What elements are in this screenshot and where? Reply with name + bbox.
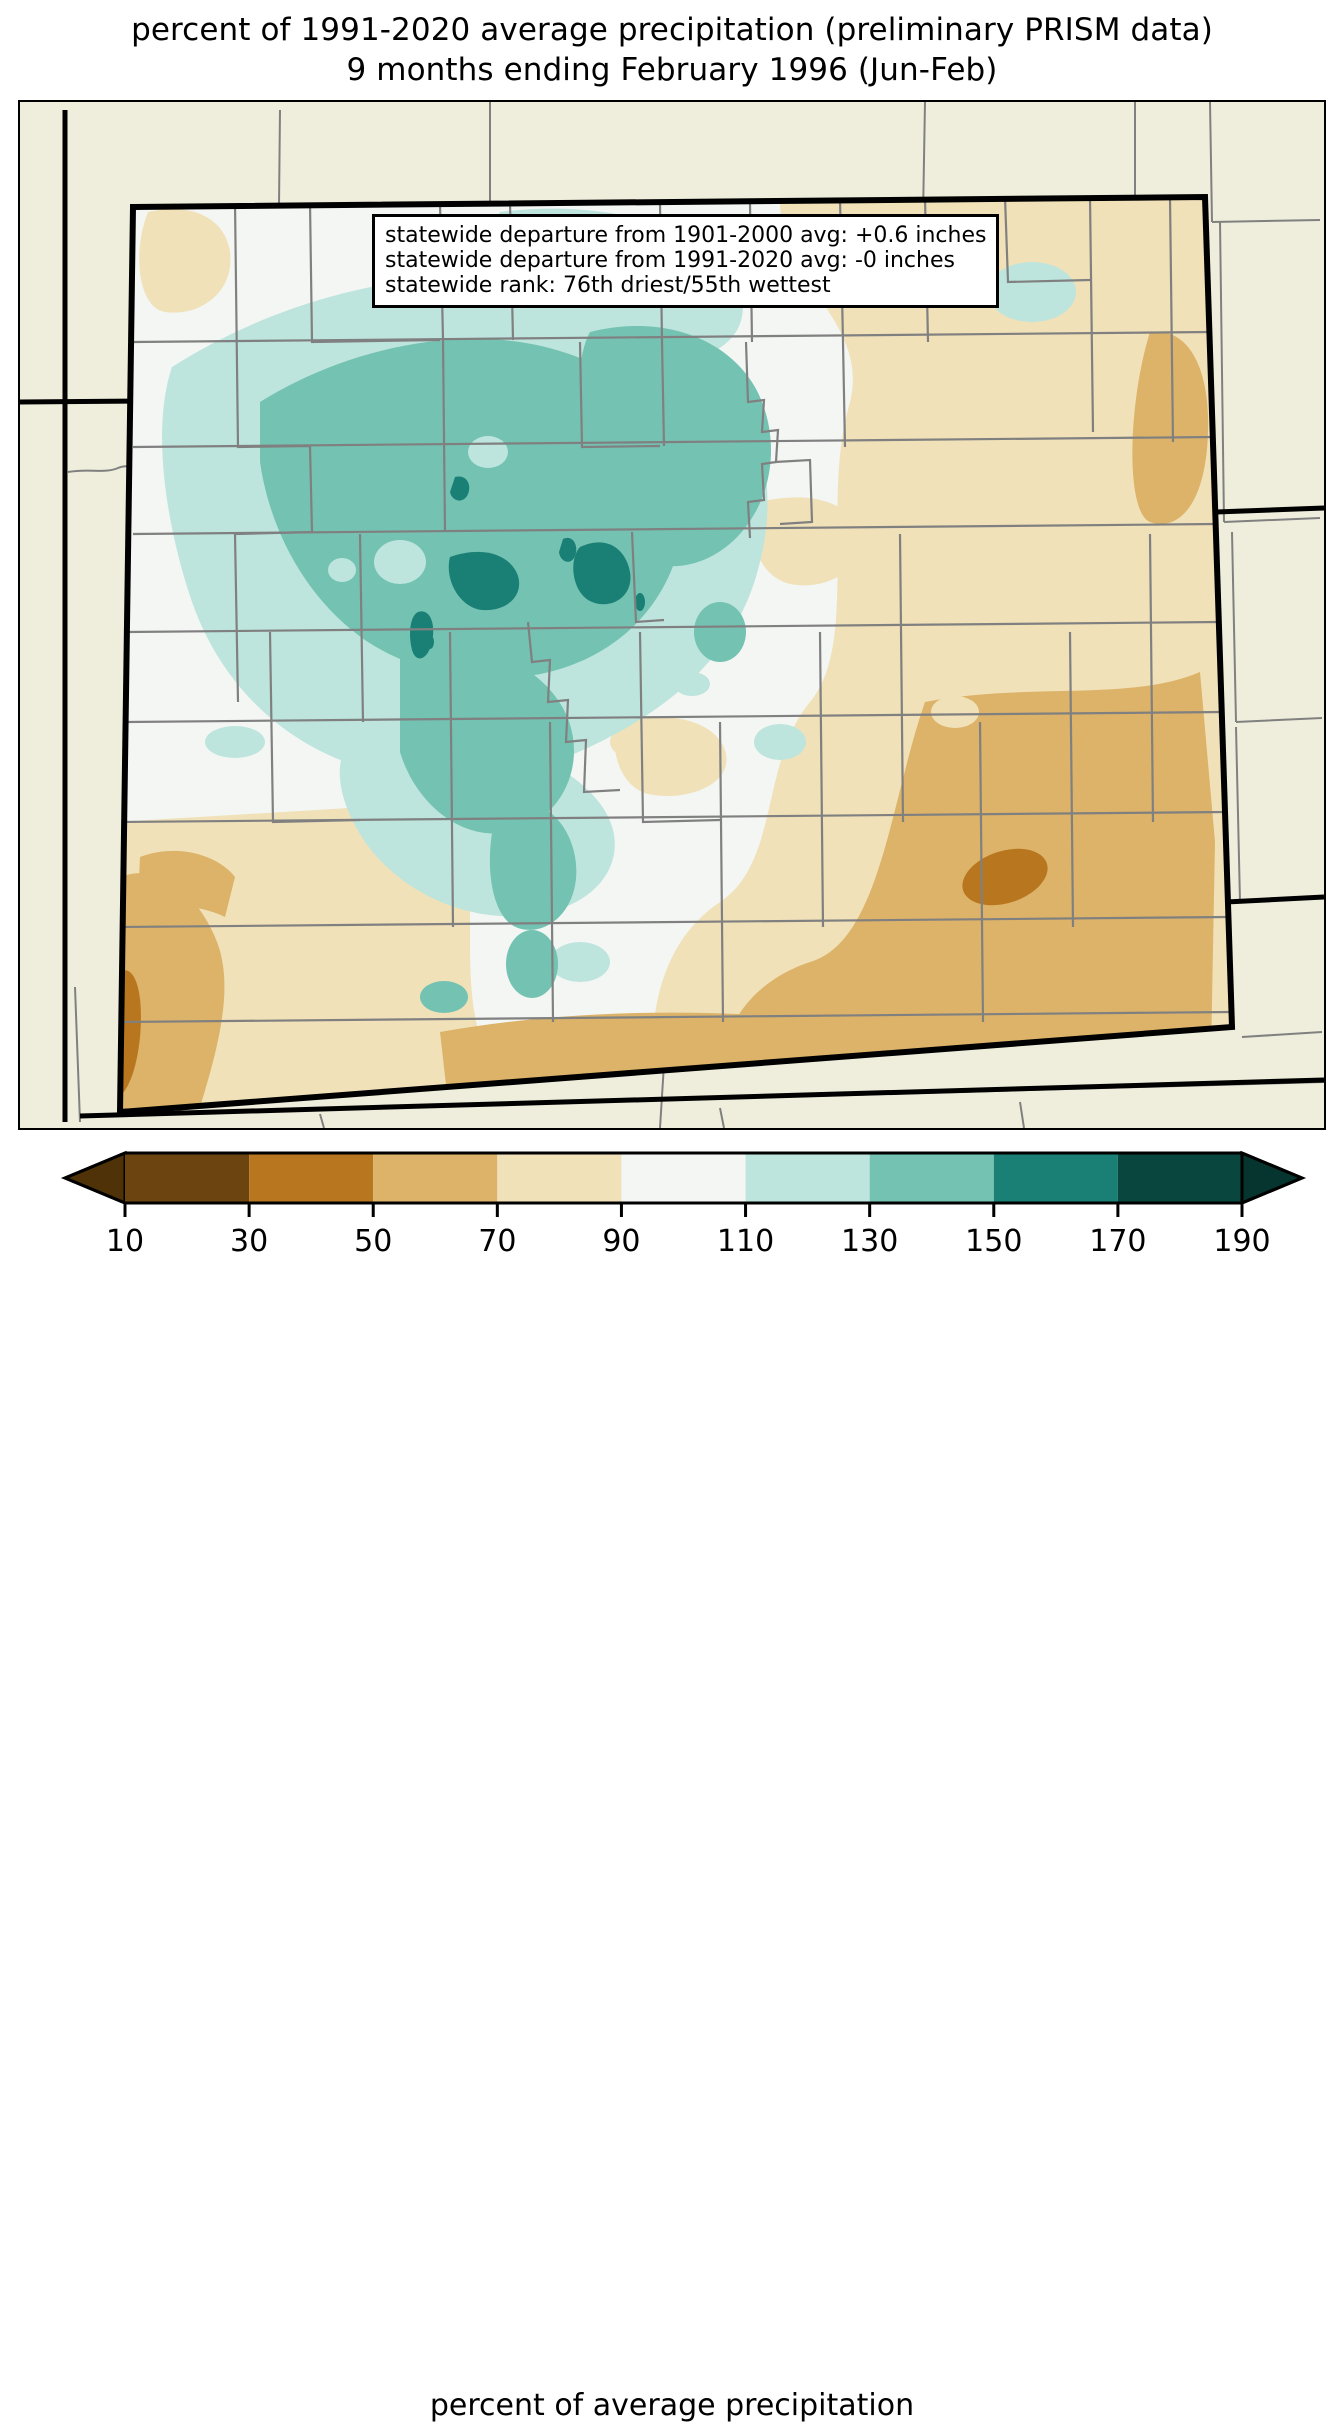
colorbar-tick-label-130: 130 [841,1224,898,1255]
colorbar-tick-label-50: 50 [354,1224,392,1255]
stats-line-3: statewide rank: 76th driest/55th wettest [385,273,831,298]
stats-line-1: statewide departure from 1901-2000 avg: … [385,223,987,248]
band-150-170-tiny-c [426,635,434,649]
band-150-170-summit [573,542,631,605]
title-line-1: percent of 1991-2020 average precipitati… [131,12,1213,48]
band-150-170-tiny-a [559,537,577,562]
title-line-2: 9 months ending February 1996 (Jun-Feb) [346,52,998,88]
colorbar-tick-label-70: 70 [478,1224,516,1255]
colorbar-band-3 [497,1153,622,1203]
page-title: percent of 1991-2020 average precipitati… [0,10,1344,90]
colorbar-tick-label-190: 190 [1213,1224,1270,1255]
band-50-70-southwest [120,873,225,1112]
colorado-state-outline [116,193,1236,1116]
band-50-70-sw-pocket [138,850,235,917]
colorbar-band-2 [373,1153,498,1203]
colorbar-axis-label: percent of average precipitation [429,2388,915,2423]
colorbar-tick-label-90: 90 [602,1224,640,1255]
band-130-150-mountain-core [260,338,684,679]
band-170-190-core [453,556,499,602]
colorbar-tick-label-150: 150 [965,1224,1022,1255]
map-canvas: statewide departure from 1901-2000 avg: … [18,100,1326,1130]
colorbar-tick-label-10: 10 [106,1224,144,1255]
band-30-50-prowers [962,848,1048,906]
colorbar: 10 30 50 70 90 110 130 150 170 190 percent of ave… [0,1145,1344,2423]
colorbar-ticks [123,1203,1244,1217]
colorbar-tick-labels: 10 30 50 70 90 110 130 150 170 190 [106,1224,1271,1255]
colorbar-tick-label-170: 170 [1089,1224,1146,1255]
colorbar-band-0 [125,1153,250,1203]
colorbar-tick-label-110: 110 [717,1224,774,1255]
precipitation-map-page: percent of 1991-2020 average precipitati… [0,10,1344,2423]
colorbar-band-5 [745,1153,870,1203]
colorado-interior [120,197,1232,1112]
colorbar-band-4 [621,1153,746,1203]
colorbar-band-6 [869,1153,994,1203]
statistics-box: statewide departure from 1901-2000 avg: … [372,214,1000,308]
band-130-150-north-mtn [577,326,772,567]
colorado-precipitation-choropleth [20,102,1324,1128]
colorbar-band-7 [993,1153,1118,1203]
band-50-70-northeast-edge [1132,331,1209,524]
colorbar-band-1 [249,1153,374,1203]
stats-line-2: statewide departure from 1991-2020 avg: … [385,248,955,273]
colorbar-band-8 [1117,1153,1242,1203]
colorbar-bands [61,1150,1306,1206]
band-150-170-north-pocket [450,476,470,501]
band-130-150-sawatch [400,643,574,834]
colorbar-tick-label-30: 30 [230,1224,268,1255]
colorbar-svg: 10 30 50 70 90 110 130 150 170 190 [61,1150,1306,1255]
band-150-170-tiny-b [635,593,645,611]
colorbar-over-arrow [1240,1150,1306,1206]
colorado-county-lines [120,197,1232,1024]
band-130-150-south-spur [489,800,577,930]
colorbar-under-arrow [61,1150,127,1206]
